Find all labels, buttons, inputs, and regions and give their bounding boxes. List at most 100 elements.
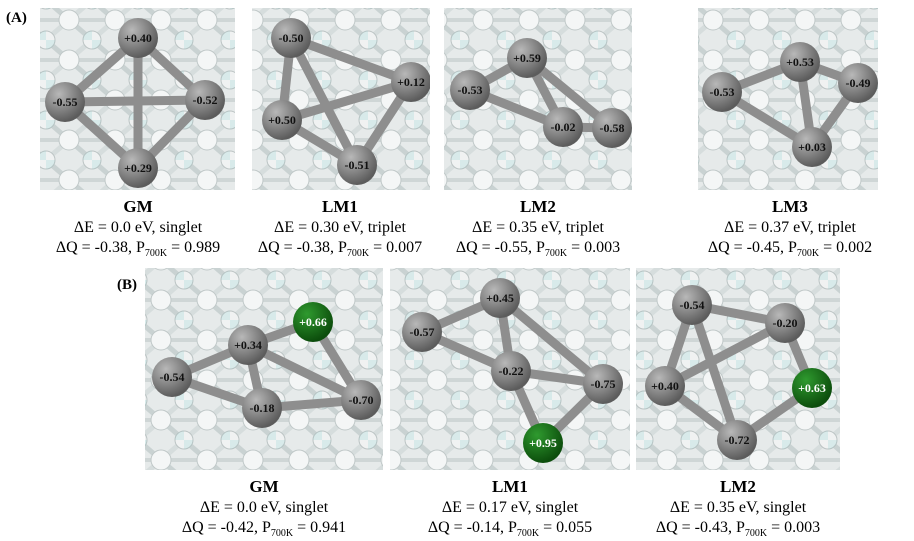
atom: -0.53 bbox=[450, 70, 490, 110]
atom-charge: -0.53 bbox=[458, 83, 483, 97]
charge-caption: ΔQ = -0.55, P700K= 0.003 bbox=[456, 239, 620, 259]
atom: +0.12 bbox=[391, 62, 431, 102]
structure-panel: +0.59 -0.53 -0.02 -0.58 bbox=[444, 8, 632, 190]
atom: -0.58 bbox=[592, 108, 632, 148]
panel-image: +0.59 -0.53 -0.02 -0.58 bbox=[444, 8, 632, 190]
atom: +0.03 bbox=[792, 127, 832, 167]
atom: -0.70 bbox=[341, 380, 381, 420]
panel-image: +0.34 +0.66 -0.54 -0.18 -0.70 bbox=[145, 268, 383, 470]
charge: ΔQ = -0.55, P bbox=[456, 239, 545, 256]
energy-caption: ΔE = 0.37 eV, triplet bbox=[724, 219, 856, 236]
subscript: 700K bbox=[797, 248, 820, 259]
subscript: 700K bbox=[347, 248, 370, 259]
energy-caption: ΔE = 0.35 eV, singlet bbox=[670, 499, 807, 516]
subscript: 700K bbox=[545, 248, 568, 259]
atom-charge: +0.53 bbox=[786, 55, 814, 69]
structure-panel: +0.40 -0.55 -0.52 +0.29 bbox=[40, 8, 235, 190]
atom-charge: -0.57 bbox=[410, 325, 435, 339]
charge: ΔQ = -0.43, P bbox=[656, 519, 745, 536]
atom-charge: +0.29 bbox=[124, 161, 152, 175]
atom: +0.59 bbox=[507, 38, 547, 78]
charge: ΔQ = -0.38, P bbox=[56, 239, 145, 256]
atom: -0.02 bbox=[543, 107, 583, 147]
atom-charge: +0.34 bbox=[234, 338, 262, 352]
structure-panel: +0.45 -0.57 -0.22 -0.75 +0.95 bbox=[390, 268, 630, 470]
atom: +0.50 bbox=[262, 100, 302, 140]
panel-label: (A) bbox=[6, 10, 27, 26]
atom-charge: -0.55 bbox=[53, 95, 78, 109]
atom-charge: +0.59 bbox=[513, 51, 541, 65]
energy-caption: ΔE = 0.17 eV, singlet bbox=[442, 499, 579, 516]
charge: ΔQ = -0.14, P bbox=[428, 519, 517, 536]
atom: -0.49 bbox=[838, 63, 878, 103]
probability: = 0.003 bbox=[771, 519, 820, 536]
structure-panel: -0.54 -0.20 +0.40 +0.63 -0.72 bbox=[636, 268, 840, 470]
structure-name: LM2 bbox=[520, 197, 556, 216]
charge-caption: ΔQ = -0.14, P700K= 0.055 bbox=[428, 519, 592, 539]
atom-charge: +0.45 bbox=[486, 291, 514, 305]
atom: -0.54 bbox=[672, 285, 712, 325]
structure-name: LM2 bbox=[720, 477, 756, 496]
atom-charge: -0.20 bbox=[773, 316, 798, 330]
atom: -0.50 bbox=[271, 18, 311, 58]
atom: +0.40 bbox=[118, 18, 158, 58]
probability: = 0.989 bbox=[171, 239, 220, 256]
atom: -0.72 bbox=[717, 420, 757, 460]
atom-charge: -0.75 bbox=[591, 377, 616, 391]
atom-charge: -0.72 bbox=[725, 433, 750, 447]
atom-charge: +0.50 bbox=[268, 113, 296, 127]
atom: +0.63 bbox=[792, 368, 832, 408]
structure-name: GM bbox=[249, 477, 278, 496]
panel-image: +0.53 -0.53 -0.49 +0.03 bbox=[698, 8, 878, 190]
atom-charge: -0.52 bbox=[193, 93, 218, 107]
probability: = 0.055 bbox=[543, 519, 592, 536]
atom: -0.57 bbox=[402, 312, 442, 352]
panel-image: +0.45 -0.57 -0.22 -0.75 +0.95 bbox=[390, 268, 630, 470]
energy-caption: ΔE = 0.0 eV, singlet bbox=[200, 499, 329, 516]
atom-charge: -0.22 bbox=[499, 364, 524, 378]
energy-caption: ΔE = 0.0 eV, singlet bbox=[74, 219, 203, 236]
atom-charge: -0.58 bbox=[600, 121, 625, 135]
atom: -0.18 bbox=[242, 388, 282, 428]
panel-image: -0.54 -0.20 +0.40 +0.63 -0.72 bbox=[636, 268, 840, 470]
atom-charge: -0.54 bbox=[680, 298, 705, 312]
atom: +0.95 bbox=[523, 423, 563, 463]
atom: -0.55 bbox=[45, 82, 85, 122]
atom: +0.53 bbox=[780, 42, 820, 82]
charge-caption: ΔQ = -0.45, P700K= 0.002 bbox=[708, 239, 872, 259]
atom: -0.75 bbox=[583, 364, 623, 404]
structure-panel: -0.50 +0.12 +0.50 -0.51 bbox=[252, 8, 431, 190]
structure-name: GM bbox=[123, 197, 152, 216]
atom-charge: +0.63 bbox=[798, 381, 826, 395]
panel-label: (B) bbox=[117, 277, 137, 293]
structure-name: LM1 bbox=[492, 477, 528, 496]
atom-charge: +0.40 bbox=[124, 31, 152, 45]
atom: -0.51 bbox=[337, 145, 377, 185]
atom: +0.66 bbox=[293, 302, 333, 342]
atom-charge: -0.18 bbox=[250, 401, 275, 415]
charge-caption: ΔQ = -0.43, P700K= 0.003 bbox=[656, 519, 820, 539]
atom: +0.45 bbox=[480, 278, 520, 318]
panel-image: -0.50 +0.12 +0.50 -0.51 bbox=[252, 8, 431, 190]
atom: -0.54 bbox=[152, 357, 192, 397]
atom-charge: +0.66 bbox=[299, 315, 327, 329]
subscript: 700K bbox=[271, 528, 294, 539]
charge: ΔQ = -0.42, P bbox=[182, 519, 271, 536]
probability: = 0.002 bbox=[823, 239, 872, 256]
atom: +0.40 bbox=[645, 366, 685, 406]
energy-caption: ΔE = 0.30 eV, triplet bbox=[274, 219, 406, 236]
figure: (A) (B) +0.40 -0.55 -0.52 +0.29 GM ΔE = 0.0 e… bbox=[0, 0, 914, 541]
probability: = 0.941 bbox=[297, 519, 346, 536]
atom: -0.22 bbox=[491, 351, 531, 391]
structure-name: LM1 bbox=[322, 197, 358, 216]
charge-caption: ΔQ = -0.38, P700K= 0.989 bbox=[56, 239, 220, 259]
atom: +0.29 bbox=[118, 148, 158, 188]
atom: -0.52 bbox=[185, 80, 225, 120]
atom: -0.20 bbox=[765, 303, 805, 343]
subscript: 700K bbox=[145, 248, 168, 259]
bond bbox=[65, 100, 205, 102]
probability: = 0.003 bbox=[571, 239, 620, 256]
atom: -0.53 bbox=[702, 72, 742, 112]
energy-caption: ΔE = 0.35 eV, triplet bbox=[472, 219, 604, 236]
atom-charge: +0.03 bbox=[798, 140, 826, 154]
